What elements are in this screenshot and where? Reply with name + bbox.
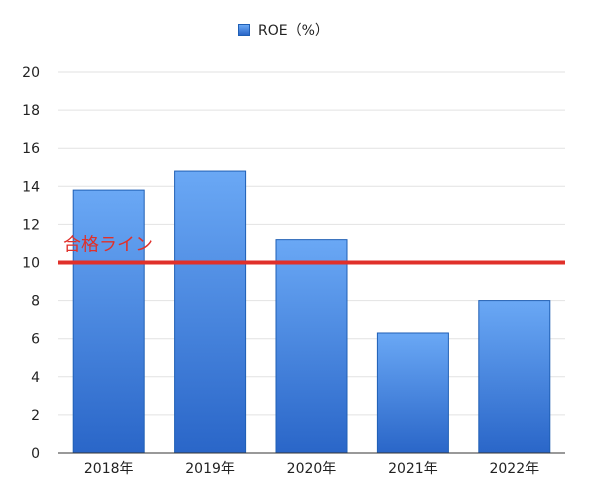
- x-tick-label: 2021年: [388, 461, 438, 477]
- y-tick-label: 12: [22, 217, 40, 233]
- x-tick-label: 2022年: [489, 461, 539, 477]
- x-tick-label: 2019年: [185, 461, 235, 477]
- bar-2022年: [478, 300, 551, 454]
- y-tick-label: 14: [22, 179, 40, 195]
- y-tick-label: 6: [31, 332, 40, 348]
- y-tick-label: 8: [31, 294, 40, 310]
- x-tick-label: 2018年: [84, 461, 134, 477]
- bar-2018年: [72, 189, 145, 454]
- y-tick-label: 18: [22, 103, 40, 119]
- bar-2019年: [174, 170, 247, 454]
- y-tick-label: 0: [31, 446, 40, 462]
- bar-2021年: [376, 332, 449, 454]
- bar-2020年: [275, 239, 348, 454]
- reference-line-label: 合格ライン: [63, 235, 153, 256]
- y-tick-label: 10: [22, 256, 40, 272]
- x-axis-ticks: 2018年 2019年 2020年 2021年 2022年: [84, 461, 539, 477]
- legend-swatch: [238, 24, 250, 36]
- legend-label: ROE（%）: [258, 23, 329, 39]
- y-tick-label: 16: [22, 141, 40, 157]
- legend: ROE（%）: [238, 20, 329, 40]
- y-tick-label: 2: [31, 408, 40, 424]
- y-tick-label: 4: [31, 370, 40, 386]
- bars: [72, 170, 551, 454]
- x-tick-label: 2020年: [287, 461, 337, 477]
- y-axis-ticks: 0 2 4 6 8 10 12 14 16 18 20: [22, 65, 40, 462]
- y-tick-label: 20: [22, 65, 40, 81]
